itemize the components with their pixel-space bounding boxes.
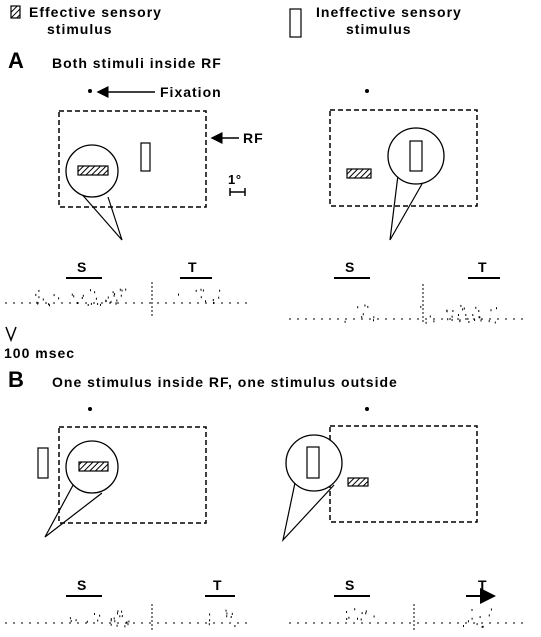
panel-a-letter: A	[8, 48, 24, 73]
panel-b-letter: B	[8, 367, 24, 392]
fixation-point-a-left	[88, 89, 92, 93]
effective-stimulus-a-left	[77, 165, 109, 176]
time-scale-marker	[5, 326, 17, 343]
attention-cone-b-left	[44, 475, 103, 538]
a-left-s-label: S	[77, 259, 87, 275]
legend-effective-label-line1: Effective sensory	[29, 4, 162, 20]
panel-a-title: Both stimuli inside RF	[52, 55, 222, 71]
legend-ineffective-swatch	[289, 8, 302, 38]
rf-label: RF	[243, 130, 264, 146]
legend-effective-swatch	[10, 5, 21, 19]
spike-train-a-right	[289, 304, 523, 324]
receptive-field-a-right	[329, 109, 478, 207]
receptive-field-a-left	[58, 110, 207, 208]
spike-train-b-left	[5, 609, 247, 628]
b-left-t-label: T	[213, 577, 223, 593]
a-left-t-label: T	[188, 259, 198, 275]
effective-stimulus-b-left	[78, 461, 109, 472]
effective-stimulus-a-right	[346, 168, 372, 179]
receptive-field-b-right	[329, 425, 478, 523]
effective-stimulus-b-right	[347, 477, 369, 487]
attention-cone-b-right	[281, 477, 335, 542]
legend-ineffective-label-line1: Ineffective sensory	[316, 4, 462, 20]
scale-label: 1°	[228, 172, 242, 187]
ineffective-stimulus-a-left	[140, 142, 151, 172]
fixation-point-b-left	[88, 407, 92, 411]
ineffective-stimulus-b-right	[306, 446, 320, 479]
fixation-point-a-right	[365, 89, 369, 93]
scale-bar	[229, 188, 246, 196]
b-left-s-label: S	[77, 577, 87, 593]
time-scale-label: 100 msec	[4, 345, 75, 361]
receptive-field-b-left	[58, 426, 207, 524]
legend-effective-label-line2: stimulus	[47, 21, 113, 37]
attention-cone-a-right	[389, 169, 431, 241]
a-right-t-label: T	[478, 259, 488, 275]
b-right-t-label: T	[478, 577, 488, 593]
attention-cone-a-left	[71, 182, 123, 241]
panel-b-title: One stimulus inside RF, one stimulus out…	[52, 374, 398, 390]
fixation-point-b-right	[365, 407, 369, 411]
legend-ineffective-label-line2: stimulus	[346, 21, 412, 37]
spike-train-b-right	[289, 608, 523, 628]
spike-train-a-left	[5, 288, 247, 307]
a-right-s-label: S	[345, 259, 355, 275]
fixation-label: Fixation	[160, 84, 222, 100]
b-right-s-label: S	[345, 577, 355, 593]
ineffective-stimulus-a-right	[409, 140, 423, 172]
ineffective-stimulus-b-left	[37, 447, 49, 479]
